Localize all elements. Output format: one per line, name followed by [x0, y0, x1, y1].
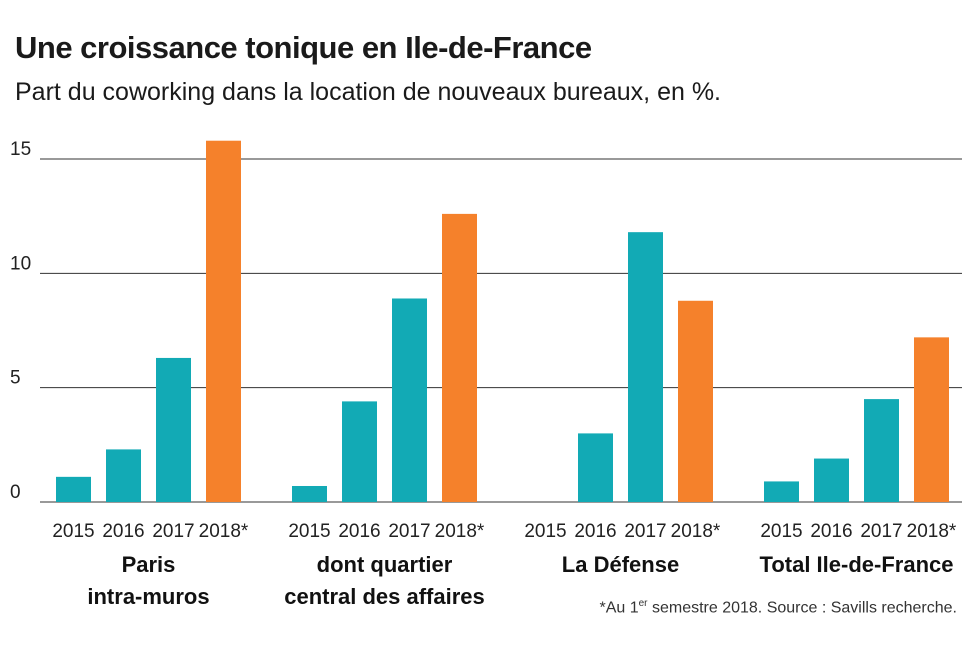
- year-label-group1-2015: 2015: [52, 521, 94, 542]
- footnote-suffix: semestre 2018. Source : Savills recherch…: [647, 599, 957, 617]
- bar-group2-2018: [442, 213, 477, 502]
- bar-group2-2017: [392, 298, 427, 502]
- year-label-group1-2018: 2018*: [199, 521, 249, 542]
- year-label-group1-2017: 2017: [152, 521, 194, 542]
- year-label-group1-2016: 2016: [102, 521, 144, 542]
- year-label-group2-2015: 2015: [288, 521, 330, 542]
- y-tick-label-10: 10: [10, 253, 31, 274]
- year-label-group4-2018: 2018*: [907, 521, 957, 542]
- year-label-group2-2016: 2016: [338, 521, 380, 542]
- bar-group1-2017: [156, 357, 191, 502]
- bar-group3-2018: [678, 300, 713, 502]
- bar-group4-2016: [814, 458, 849, 502]
- year-label-group2-2017: 2017: [388, 521, 430, 542]
- group-label-4-line1: Total Ile-de-France: [760, 552, 954, 577]
- year-label-group3-2015: 2015: [524, 521, 566, 542]
- bar-group1-2016: [106, 449, 141, 502]
- year-label-group4-2016: 2016: [810, 521, 852, 542]
- y-tick-label-15: 15: [10, 139, 31, 160]
- bar-group3-2017: [628, 232, 663, 502]
- group-label-1-line2: intra-muros: [87, 584, 209, 609]
- year-label-group3-2018: 2018*: [671, 521, 721, 542]
- footnote-superscript: er: [638, 598, 648, 609]
- group-label-1-line1: Paris: [122, 552, 176, 577]
- bar-group2-2016: [342, 401, 377, 502]
- group-label-3-line1: La Défense: [562, 552, 679, 577]
- bar-group2-2015: [292, 485, 327, 502]
- bar-group4-2018: [914, 337, 949, 502]
- bar-group1-2018: [206, 140, 241, 502]
- chart-subtitle: Part du coworking dans la location de no…: [15, 78, 722, 106]
- group-label-2-line2: central des affaires: [284, 584, 485, 609]
- year-label-group4-2017: 2017: [860, 521, 902, 542]
- bar-layer: [56, 140, 949, 502]
- bar-group1-2015: [56, 476, 91, 502]
- year-label-group4-2015: 2015: [760, 521, 802, 542]
- y-tick-label-5: 5: [10, 368, 21, 389]
- footnote: *Au 1er semestre 2018. Source : Savills …: [599, 598, 957, 617]
- year-label-group3-2016: 2016: [574, 521, 616, 542]
- bar-group4-2015: [764, 481, 799, 502]
- chart-title: Une croissance tonique en Ile-de-France: [15, 30, 592, 65]
- group-label-2-line1: dont quartier: [317, 552, 453, 577]
- bar-group3-2016: [578, 433, 613, 502]
- y-tick-label-0: 0: [10, 482, 21, 503]
- year-label-group2-2018: 2018*: [435, 521, 485, 542]
- bar-group4-2017: [864, 399, 899, 502]
- footnote-prefix: *Au 1: [599, 599, 639, 617]
- grid-layer: [40, 158, 962, 503]
- year-label-group3-2017: 2017: [624, 521, 666, 542]
